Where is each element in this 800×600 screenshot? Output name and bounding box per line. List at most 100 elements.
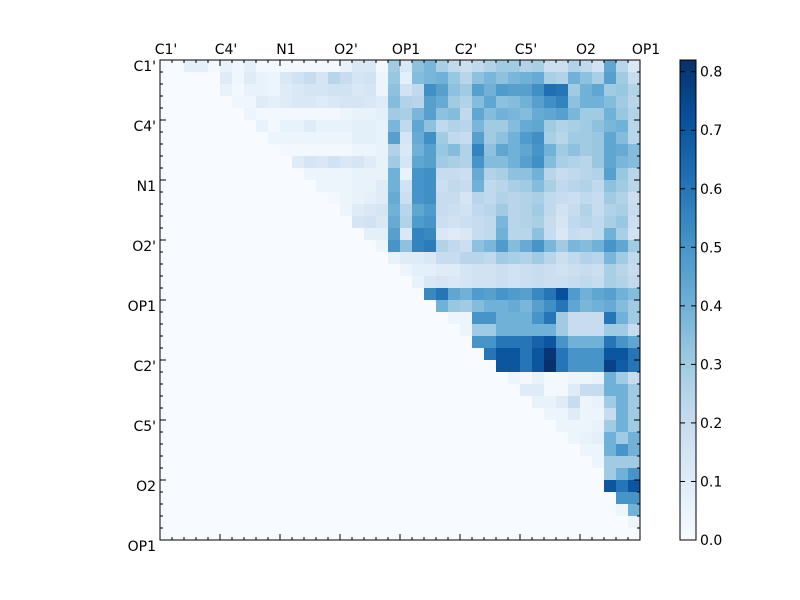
heatmap-cell	[472, 384, 485, 397]
heatmap-cell	[172, 528, 185, 541]
heatmap-cell	[328, 312, 341, 325]
heatmap-cell	[496, 60, 509, 73]
heatmap-cell	[268, 372, 281, 385]
heatmap-cell	[160, 96, 173, 109]
heatmap-cell	[460, 324, 473, 337]
heatmap-cell	[256, 324, 269, 337]
heatmap-cell	[580, 348, 593, 361]
heatmap-cell	[484, 252, 497, 265]
heatmap-cell	[364, 468, 377, 481]
heatmap-cell	[328, 72, 341, 85]
heatmap-cell	[184, 264, 197, 277]
heatmap-cell	[364, 156, 377, 169]
heatmap-cell	[304, 96, 317, 109]
heatmap-cell	[184, 132, 197, 145]
heatmap-cell	[400, 228, 413, 241]
heatmap-cell	[292, 348, 305, 361]
heatmap-cell	[316, 132, 329, 145]
heatmap-cell	[172, 396, 185, 409]
heatmap-cell	[184, 516, 197, 529]
heatmap-cell	[172, 312, 185, 325]
heatmap-cell	[244, 96, 257, 109]
heatmap-cell	[184, 300, 197, 313]
heatmap-cell	[400, 444, 413, 457]
heatmap-cell	[520, 252, 533, 265]
heatmap-cell	[172, 180, 185, 193]
heatmap-cell	[316, 348, 329, 361]
heatmap-cell	[616, 264, 629, 277]
heatmap-cell	[496, 156, 509, 169]
heatmap-cell	[436, 372, 449, 385]
heatmap-cell	[400, 240, 413, 253]
heatmap-cell	[532, 60, 545, 73]
heatmap-cell	[556, 480, 569, 493]
heatmap-cell	[460, 168, 473, 181]
heatmap-cell	[436, 264, 449, 277]
heatmap-cell	[292, 444, 305, 457]
heatmap-cell	[304, 228, 317, 241]
heatmap-cell	[364, 384, 377, 397]
heatmap-cell	[436, 312, 449, 325]
heatmap-cell	[184, 408, 197, 421]
heatmap-cell	[604, 168, 617, 181]
heatmap-cell	[220, 72, 233, 85]
heatmap-cell	[544, 180, 557, 193]
heatmap-cell	[484, 180, 497, 193]
heatmap-cell	[412, 372, 425, 385]
heatmap-cell	[244, 504, 257, 517]
heatmap-cell	[412, 108, 425, 121]
heatmap-cell	[496, 228, 509, 241]
heatmap-cell	[616, 348, 629, 361]
heatmap-cell	[628, 120, 641, 133]
heatmap-cell	[328, 252, 341, 265]
heatmap-cell	[424, 192, 437, 205]
heatmap-cell	[388, 384, 401, 397]
heatmap-cell	[400, 300, 413, 313]
heatmap-cell	[592, 396, 605, 409]
heatmap-cell	[340, 444, 353, 457]
heatmap-cell	[172, 108, 185, 121]
heatmap-cell	[280, 312, 293, 325]
heatmap-cell	[412, 288, 425, 301]
heatmap-cell	[268, 324, 281, 337]
heatmap-cell	[508, 420, 521, 433]
heatmap-cell	[256, 312, 269, 325]
heatmap-cell	[196, 204, 209, 217]
heatmap-cell	[208, 240, 221, 253]
heatmap-cell	[604, 240, 617, 253]
heatmap-cell	[208, 132, 221, 145]
heatmap-cell	[364, 72, 377, 85]
heatmap-cell	[628, 384, 641, 397]
heatmap-cell	[544, 288, 557, 301]
heatmap-cell	[484, 492, 497, 505]
heatmap-cell	[496, 396, 509, 409]
heatmap-cell	[544, 432, 557, 445]
heatmap-cell	[268, 396, 281, 409]
heatmap-cell	[280, 156, 293, 169]
heatmap-cell	[472, 492, 485, 505]
heatmap-cell	[172, 168, 185, 181]
heatmap-cell	[412, 204, 425, 217]
heatmap-cell	[556, 396, 569, 409]
heatmap-cell	[508, 504, 521, 517]
heatmap-cell	[616, 216, 629, 229]
heatmap-cell	[208, 324, 221, 337]
heatmap-cell	[280, 240, 293, 253]
heatmap-cell	[208, 492, 221, 505]
heatmap-cell	[544, 252, 557, 265]
heatmap-cell	[448, 276, 461, 289]
x-tick-label: N1	[276, 42, 295, 58]
heatmap-cell	[412, 312, 425, 325]
heatmap-cell	[184, 456, 197, 469]
heatmap-cell	[316, 144, 329, 157]
heatmap-cell	[316, 180, 329, 193]
heatmap-cell	[556, 252, 569, 265]
heatmap-cell	[280, 84, 293, 97]
heatmap-cell	[424, 360, 437, 373]
heatmap-cell	[484, 276, 497, 289]
heatmap-cell	[400, 432, 413, 445]
heatmap-cell	[304, 216, 317, 229]
heatmap-cell	[472, 252, 485, 265]
heatmap-cell	[376, 216, 389, 229]
heatmap-cell	[472, 456, 485, 469]
